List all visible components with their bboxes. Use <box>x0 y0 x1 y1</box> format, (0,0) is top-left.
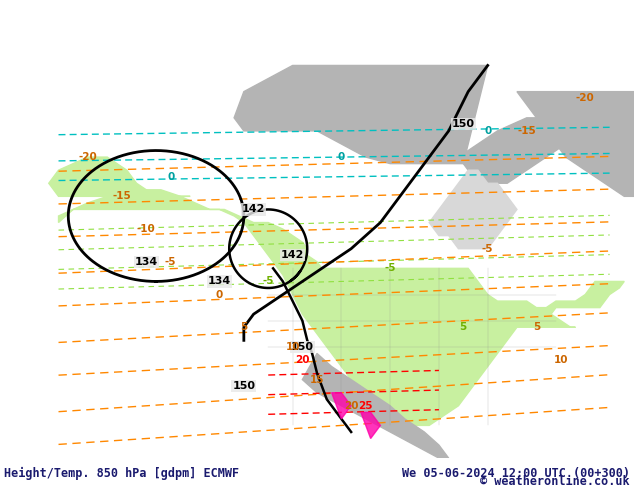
Text: 20: 20 <box>344 401 358 411</box>
Text: -5: -5 <box>165 257 176 267</box>
Text: 5: 5 <box>533 322 540 332</box>
Polygon shape <box>332 392 351 419</box>
Text: 150: 150 <box>452 120 475 129</box>
Polygon shape <box>58 190 624 425</box>
Text: -15: -15 <box>113 192 131 201</box>
Text: -20: -20 <box>576 93 595 103</box>
Polygon shape <box>302 353 449 458</box>
Text: © weatheronline.co.uk: © weatheronline.co.uk <box>480 475 630 489</box>
Text: -5: -5 <box>384 263 396 273</box>
Text: Height/Temp. 850 hPa [gdpm] ECMWF: Height/Temp. 850 hPa [gdpm] ECMWF <box>4 467 240 480</box>
Text: 15: 15 <box>310 375 324 385</box>
Text: 0: 0 <box>167 172 174 182</box>
Text: 10: 10 <box>285 342 300 352</box>
Text: 150: 150 <box>232 381 256 391</box>
Text: 5: 5 <box>460 322 467 332</box>
Text: 142: 142 <box>281 250 304 260</box>
Text: We 05-06-2024 12:00 UTC (00+300): We 05-06-2024 12:00 UTC (00+300) <box>401 467 630 480</box>
Text: 20: 20 <box>295 355 309 365</box>
Text: 134: 134 <box>208 276 231 287</box>
Text: 25: 25 <box>358 401 373 411</box>
Text: -10: -10 <box>137 224 156 234</box>
Polygon shape <box>429 170 517 249</box>
Text: -5: -5 <box>482 244 493 254</box>
Polygon shape <box>458 118 566 183</box>
Text: -15: -15 <box>517 126 536 136</box>
Text: 142: 142 <box>242 204 265 215</box>
Text: 0: 0 <box>484 126 491 136</box>
Polygon shape <box>517 92 634 196</box>
Text: 150: 150 <box>291 342 314 352</box>
Text: -20: -20 <box>79 152 97 162</box>
Text: 0: 0 <box>338 152 345 162</box>
Polygon shape <box>234 66 488 164</box>
Text: 134: 134 <box>134 257 158 267</box>
Polygon shape <box>361 413 380 439</box>
Text: -5: -5 <box>262 276 274 287</box>
Polygon shape <box>49 157 190 196</box>
Text: 0: 0 <box>216 290 223 299</box>
Text: 5: 5 <box>240 322 247 332</box>
Text: 10: 10 <box>553 355 568 365</box>
